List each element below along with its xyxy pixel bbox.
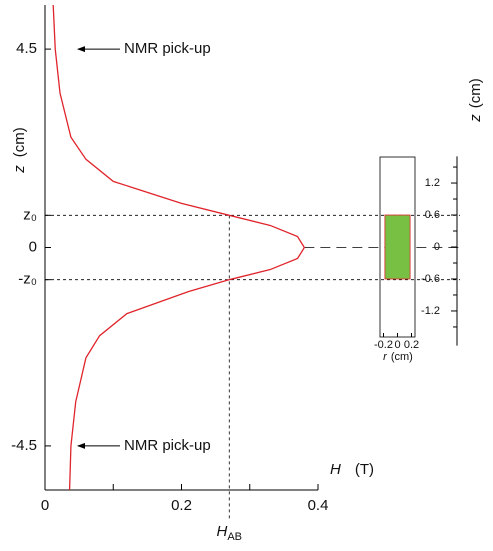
inset-y-label: z(cm) (467, 78, 484, 123)
x-tick-label: 0.2 (171, 497, 192, 514)
y-tick-label: z₀ (23, 206, 37, 223)
inset-y-tick-label: 0.6 (425, 209, 440, 221)
inset-x-tick-label: 0 (394, 339, 400, 351)
inset-y-tick-label: 0 (434, 241, 440, 253)
curve (52, 4, 306, 491)
hab-subscript: AB (227, 531, 242, 543)
inset-x-tick-label: -0.2 (374, 339, 393, 351)
inset-y-tick-label: -1.2 (421, 305, 440, 317)
hab-label: HAB (217, 523, 243, 543)
y-tick-label: -z₀ (18, 271, 37, 288)
sample (384, 214, 411, 280)
hab-symbol: H (217, 523, 228, 540)
y-tick-label: -4.5 (11, 437, 37, 454)
x-tick-label: 0 (41, 497, 49, 514)
annotation: NMR pick-up (124, 437, 211, 454)
inset-y-tick-label: -0.6 (421, 273, 440, 285)
y-tick-label: 0 (29, 238, 37, 255)
inset-y-tick-label: 1.2 (425, 177, 440, 189)
x-axis-label: H (T) (330, 461, 374, 478)
x-tick-label: 0.4 (308, 497, 329, 514)
y-axis-label: z(cm) (11, 127, 28, 174)
annotation: NMR pick-up (124, 40, 211, 57)
y-tick-label: 4.5 (16, 40, 37, 57)
inset-x-label: r (cm) (383, 351, 413, 363)
inset-x-tick-label: 0.2 (404, 339, 419, 351)
